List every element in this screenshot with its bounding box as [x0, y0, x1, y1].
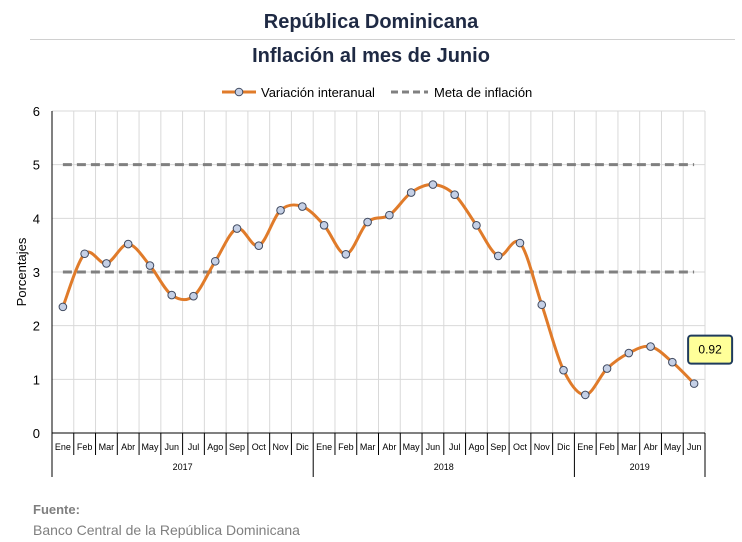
x-tick-label: Mar: [621, 442, 637, 452]
series-point: [145, 261, 155, 270]
series-point: [493, 251, 503, 261]
series-point: [341, 249, 351, 259]
x-tick-label: Feb: [77, 442, 93, 452]
annotation-box: [687, 334, 734, 365]
x-tick-label: Jun: [426, 442, 441, 452]
series-point: [580, 390, 590, 400]
year-group-label: 2017: [173, 462, 193, 472]
y-tick-label: 3: [33, 265, 40, 280]
series-point: [210, 256, 220, 266]
y-tick-label: 0: [33, 426, 40, 441]
series-point: [689, 379, 699, 388]
series-point: [123, 239, 133, 249]
y-tick-label: 1: [33, 372, 40, 387]
source-text: Banco Central de la República Dominicana: [33, 522, 300, 538]
chart-title: República Dominicana: [263, 11, 479, 33]
series-point: [450, 190, 459, 200]
series-point: [602, 364, 612, 373]
series-point: [537, 300, 547, 310]
series-point: [406, 188, 416, 197]
x-tick-label: Ago: [468, 442, 484, 452]
series-point: [189, 291, 198, 301]
y-tick-label: 4: [33, 211, 40, 226]
series-point: [385, 210, 394, 220]
series-point: [254, 241, 264, 251]
series-point: [668, 357, 677, 367]
series-point: [428, 180, 438, 189]
x-tick-label: Sep: [490, 442, 506, 452]
series-point: [472, 221, 481, 230]
year-group-label: 2019: [630, 462, 650, 472]
legend-marker-variacion: [234, 87, 244, 97]
x-tick-label: Mar: [99, 442, 115, 452]
y-tick-label: 5: [33, 158, 40, 173]
x-tick-label: May: [141, 442, 159, 452]
x-tick-label: Ene: [577, 442, 593, 452]
annotation-label: 0.92: [698, 343, 722, 357]
series-point: [646, 342, 655, 351]
series-point: [624, 348, 634, 358]
title-divider: [30, 39, 735, 40]
x-tick-label: Ago: [207, 442, 223, 452]
x-tick-label: Nov: [534, 442, 551, 452]
x-tick-label: Jun: [687, 442, 702, 452]
x-tick-label: Nov: [273, 442, 290, 452]
x-tick-label: Oct: [513, 442, 528, 452]
chart-subtitle: Inflación al mes de Junio: [252, 45, 490, 67]
x-tick-label: Jul: [449, 442, 461, 452]
series-point: [232, 224, 242, 233]
y-tick-label: 6: [33, 104, 40, 119]
year-group-label: 2018: [434, 462, 454, 472]
series-point: [559, 365, 568, 375]
y-tick-label: 2: [33, 319, 40, 334]
x-tick-label: Feb: [599, 442, 615, 452]
x-tick-label: Oct: [252, 442, 267, 452]
x-tick-label: Feb: [338, 442, 354, 452]
x-tick-label: Abr: [644, 442, 658, 452]
x-tick-label: Abr: [121, 442, 135, 452]
source-label: Fuente:: [33, 502, 80, 517]
x-tick-label: Dic: [296, 442, 309, 452]
y-axis-label: Porcentajes: [14, 237, 29, 306]
x-tick-label: Jul: [188, 442, 200, 452]
series-point: [319, 221, 329, 230]
x-tick-label: Mar: [360, 442, 376, 452]
x-tick-label: Abr: [382, 442, 396, 452]
series-point: [276, 205, 285, 215]
series-point: [363, 217, 372, 227]
legend-label-meta: Meta de inflación: [434, 85, 532, 100]
x-tick-label: Dic: [557, 442, 570, 452]
x-tick-label: Jun: [164, 442, 179, 452]
series-point: [80, 249, 89, 259]
x-tick-label: May: [403, 442, 421, 452]
series-point: [102, 259, 111, 268]
x-tick-label: May: [664, 442, 682, 452]
series-point: [58, 302, 68, 312]
series-point: [167, 290, 177, 300]
x-tick-label: Ene: [55, 442, 71, 452]
inflation-line-chart: 0 1 2 3 4 5 6 Porcentajes Ene Feb Mar Abr May Jun Jul A…: [14, 85, 734, 477]
x-tick-label: Ene: [316, 442, 332, 452]
series-point: [298, 202, 307, 211]
legend-label-variacion: Variación interanual: [261, 85, 375, 100]
series-point: [515, 238, 525, 248]
x-tick-label: Sep: [229, 442, 245, 452]
title-block: República Dominicana Inflación al mes de…: [0, 8, 742, 70]
